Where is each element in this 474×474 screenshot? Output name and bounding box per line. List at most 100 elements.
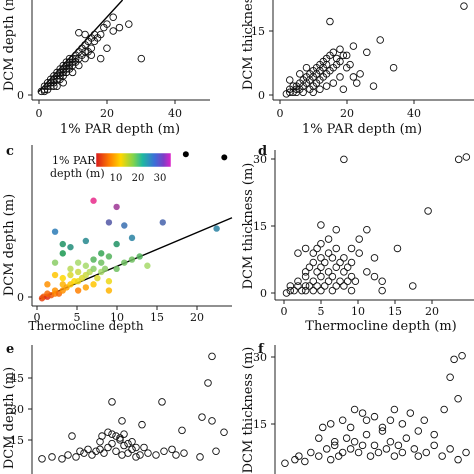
panel-d-point-64 xyxy=(301,244,310,253)
panel-d-point-25 xyxy=(317,239,325,248)
panel-d-point-33 xyxy=(328,272,337,281)
panel-e-point-43 xyxy=(138,420,146,429)
panel-f-point-19 xyxy=(374,448,383,457)
panel-d-point-3 xyxy=(290,286,298,295)
panel-c-point-31 xyxy=(105,278,113,285)
panel-c-point-36 xyxy=(136,253,143,260)
panel-c-point-14 xyxy=(67,265,74,273)
panel-e-point-34 xyxy=(120,430,128,438)
panel-c-point-56 xyxy=(82,284,90,291)
panel-c-point-26 xyxy=(94,274,101,282)
panel-c-xtick-label-0: 0 xyxy=(34,311,41,324)
panel-f-point-37 xyxy=(338,416,347,425)
panel-d-point-29 xyxy=(324,268,333,276)
panel-d-point-42 xyxy=(340,254,348,262)
panel-a-point-60 xyxy=(125,20,133,28)
legend-tick-20: 20 xyxy=(132,173,145,184)
panel-e-ytick-label-30: 30 xyxy=(10,403,24,416)
panel-d-ytick-label-0: 0 xyxy=(260,287,267,300)
panel-b-y-axis-label: DCM thickness xyxy=(241,0,256,90)
panel-e-point-15 xyxy=(120,441,128,450)
panel-d-point-48 xyxy=(347,244,356,253)
panel-d-point-1 xyxy=(286,286,295,295)
panel-d-point-0 xyxy=(282,289,291,297)
panel-f-point-1 xyxy=(291,455,299,464)
panel-b-point-42 xyxy=(349,73,358,81)
panel-c-point-44 xyxy=(128,234,136,242)
panel-a-plot xyxy=(37,0,146,96)
panel-e-point-20 xyxy=(140,443,148,452)
panel-d-point-26 xyxy=(321,282,329,290)
panel-c-point-16 xyxy=(74,287,82,294)
panel-a-point-66 xyxy=(53,82,61,90)
panel-e-point-27 xyxy=(196,453,204,461)
panel-d-point-12 xyxy=(305,282,314,290)
panel-c-point-32 xyxy=(113,265,120,273)
panel-b-point-56 xyxy=(339,85,348,93)
panel-b-ytick-label-15: 15 xyxy=(251,25,265,38)
panel-b-point-32 xyxy=(329,48,338,57)
panel-d-point-41 xyxy=(340,268,348,276)
panel-f-point-43 xyxy=(378,423,387,432)
panel-b-xtick-label-20: 20 xyxy=(340,107,354,120)
panel-b-point-45 xyxy=(363,48,371,57)
panel-d-plot xyxy=(282,153,471,297)
panel-e-point-39 xyxy=(84,445,92,454)
panel-e-point-47 xyxy=(220,428,228,437)
panel-a-point-55 xyxy=(81,30,89,39)
panel-d-point-46 xyxy=(347,272,356,281)
panel-b-point-52 xyxy=(302,63,311,72)
panel-f-point-41 xyxy=(362,416,371,425)
panel-b-xtick-label-40: 40 xyxy=(407,107,421,120)
panel-e-point-4 xyxy=(72,453,80,461)
panel-f-point-24 xyxy=(394,441,403,450)
panel-b-point-37 xyxy=(339,51,348,60)
panel-e-point-41 xyxy=(68,432,76,440)
panel-b-point-40 xyxy=(346,60,354,69)
panel-c-ytick-label-0: 0 xyxy=(17,291,24,304)
panel-b-point-59 xyxy=(299,88,307,97)
panel-c-point-34 xyxy=(121,259,128,266)
panel-f-point-4 xyxy=(307,448,315,457)
panel-d-point-22 xyxy=(317,272,325,281)
panel-e-point-18 xyxy=(132,453,140,461)
panel-e-point-3 xyxy=(64,451,72,459)
panel-e-point-16 xyxy=(124,449,132,457)
panel-e-point-24 xyxy=(168,445,176,454)
panel-a-point-61 xyxy=(137,54,146,63)
panel-c-xtick-label-10: 10 xyxy=(110,311,124,324)
panel-e-point-30 xyxy=(104,428,112,437)
panel-c-point-29 xyxy=(101,265,109,273)
panel-c-point-41 xyxy=(82,237,90,245)
panel-e-ytick-label-45: 45 xyxy=(10,372,24,385)
panel-f-point-16 xyxy=(362,430,371,439)
panel-c-point-58 xyxy=(105,287,113,294)
panel-f-point-28 xyxy=(414,452,423,460)
panel-e-point-42 xyxy=(118,417,126,425)
panel-f-point-14 xyxy=(354,448,363,457)
panel-f-point-11 xyxy=(342,434,351,442)
panel-c-point-30 xyxy=(105,253,113,260)
panel-a-point-53 xyxy=(109,13,117,21)
panel-d-point-10 xyxy=(301,272,310,281)
panel-c-point-45 xyxy=(159,219,166,226)
panel-e-point-25 xyxy=(172,451,180,459)
panel-e-point-26 xyxy=(180,449,188,457)
panel-b-point-51 xyxy=(296,70,304,78)
panel-d-point-57 xyxy=(378,277,386,286)
panel-f-point-47 xyxy=(406,409,415,417)
panel-e-point-1 xyxy=(48,453,56,461)
panel-b-point-55 xyxy=(336,73,344,81)
panel-c-point-52 xyxy=(221,154,228,161)
panel-f-point-57 xyxy=(315,434,323,442)
panel-d-point-30 xyxy=(324,249,333,257)
panel-c-xtick-label-15: 15 xyxy=(150,311,164,324)
panel-f-point-8 xyxy=(330,441,339,450)
panel-f-y-axis-label: DCM thickness (m) xyxy=(241,347,256,474)
panel-e-point-50 xyxy=(158,398,166,406)
panel-f-point-38 xyxy=(346,423,355,432)
panel-b-point-63 xyxy=(460,2,468,10)
panel-d-point-17 xyxy=(309,249,318,257)
panel-c-y-axis-label: DCM depth (m) xyxy=(2,194,17,296)
